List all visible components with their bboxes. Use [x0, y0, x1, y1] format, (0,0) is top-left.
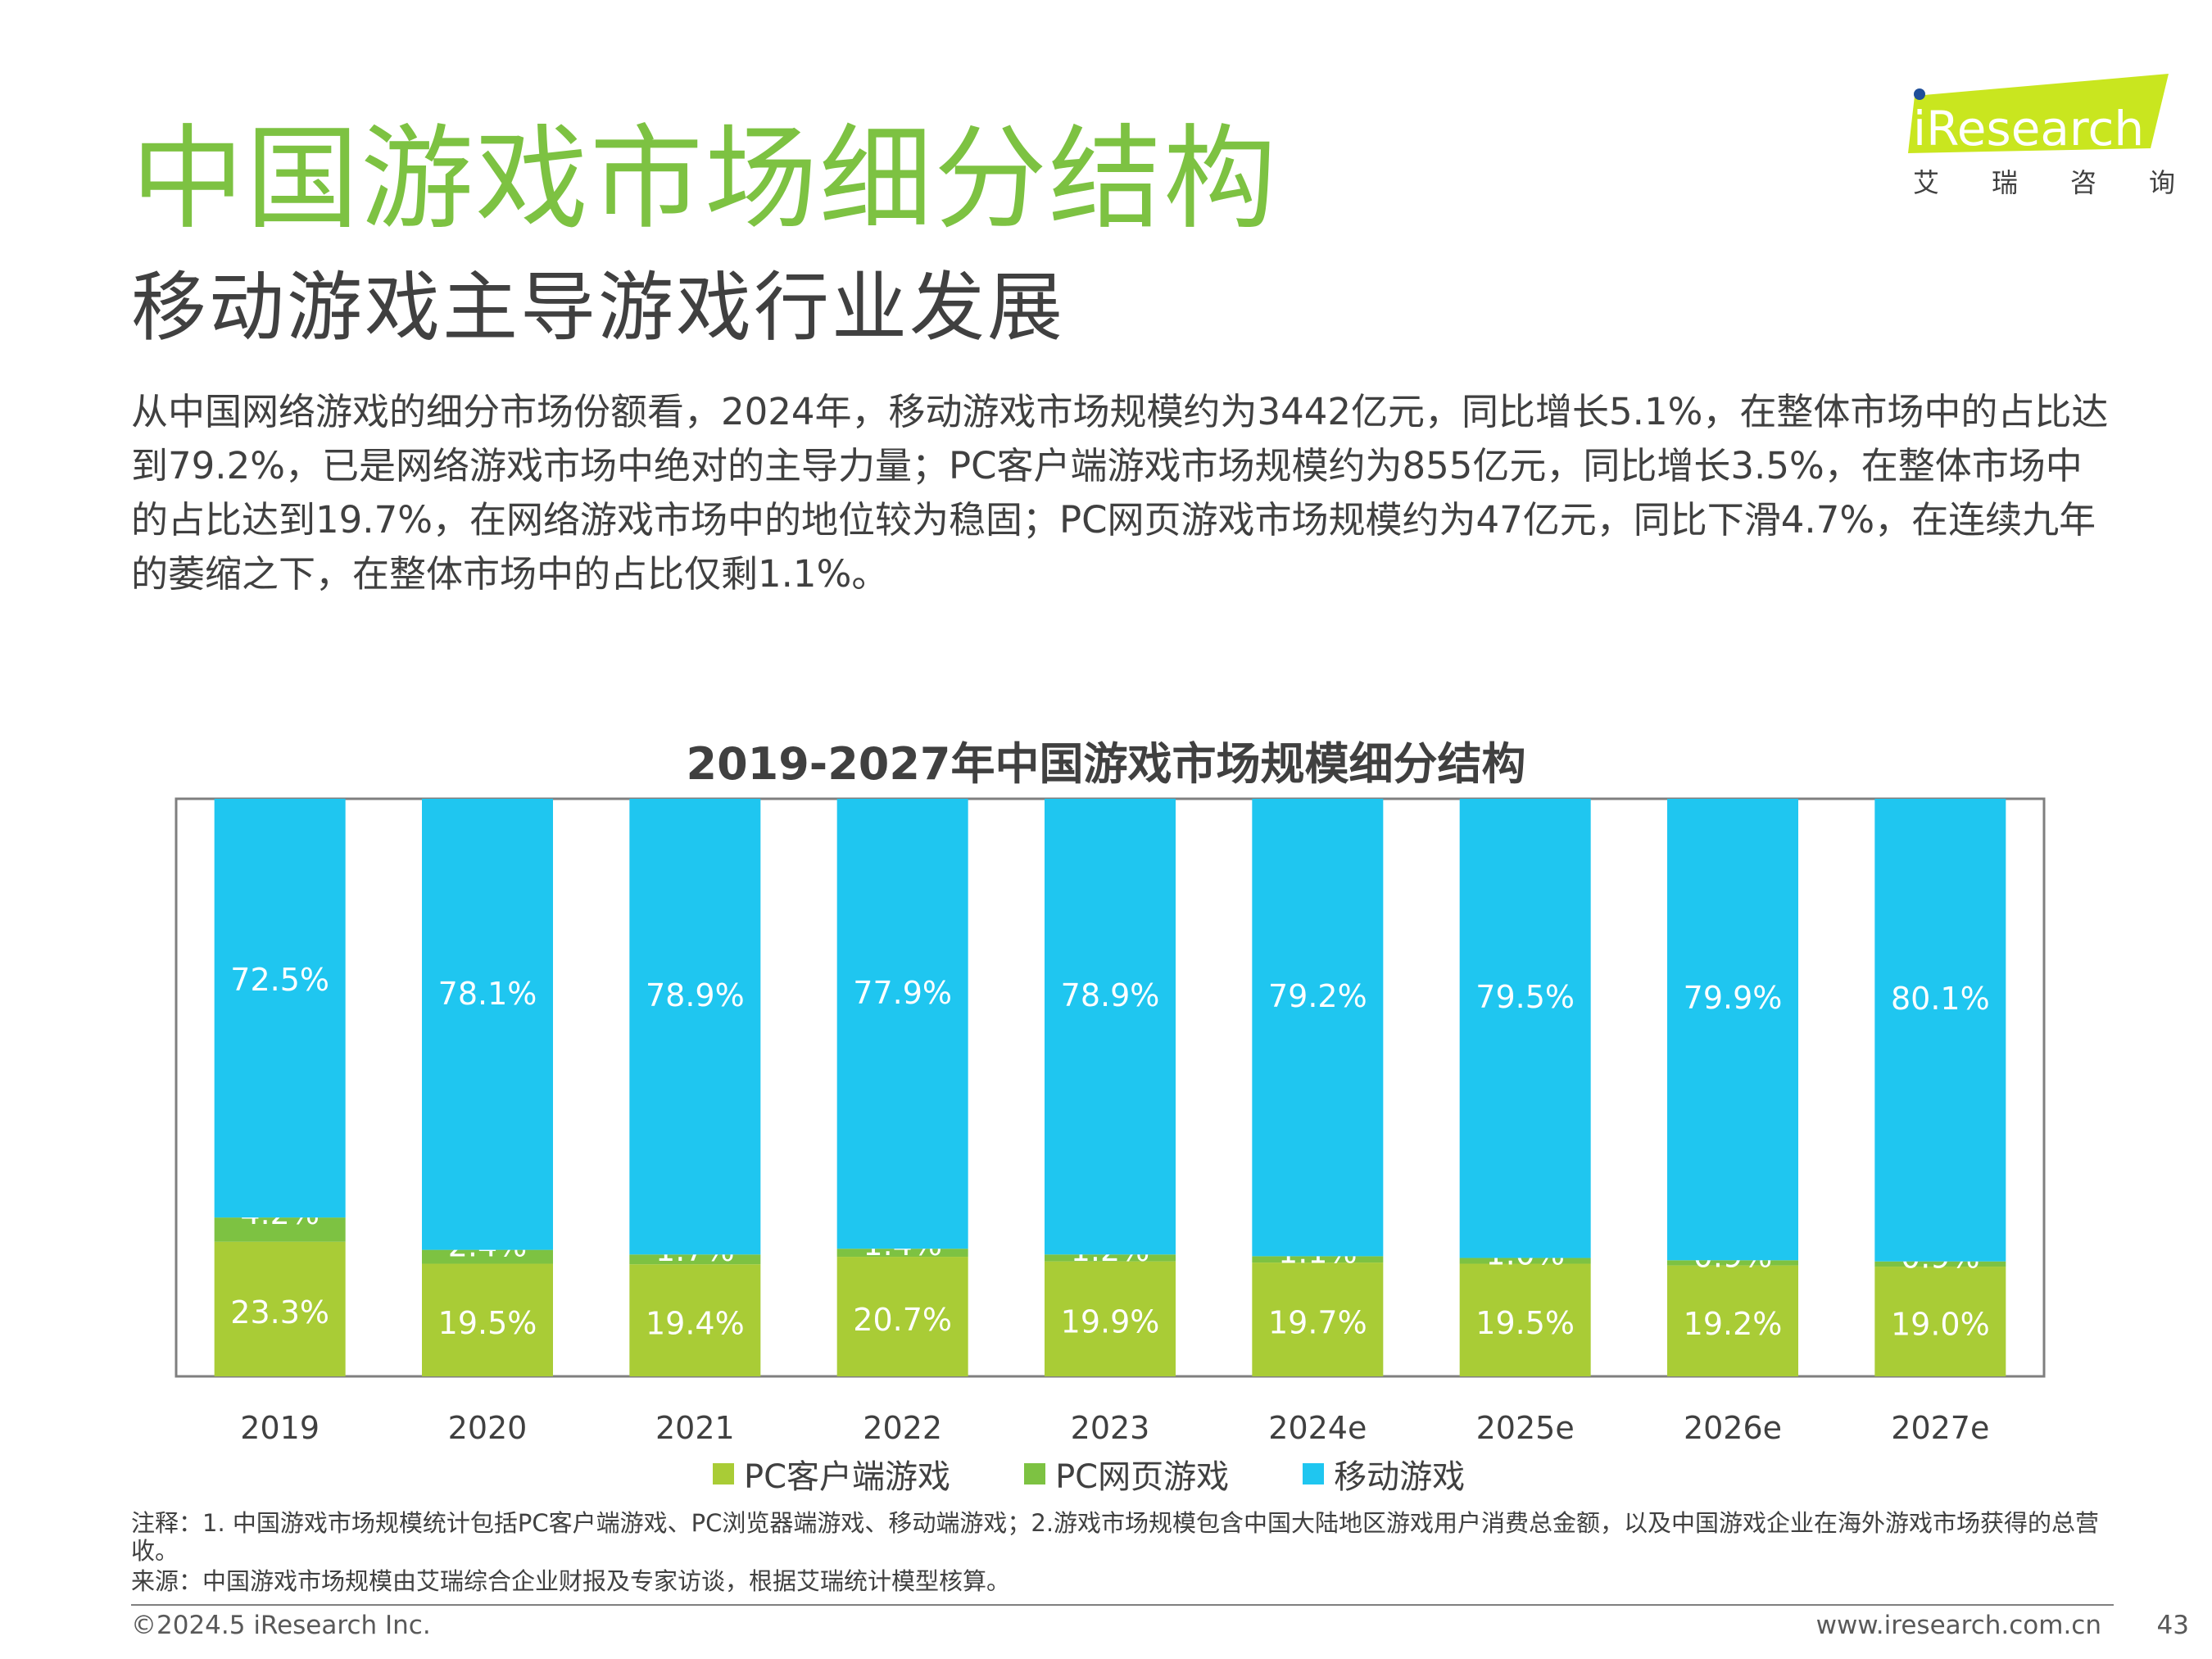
data-label: 23.3%	[230, 1294, 329, 1330]
bar-segment	[422, 799, 553, 1250]
bar-segment	[1667, 799, 1798, 1261]
bar-segment	[1459, 1263, 1591, 1376]
bar-segment	[836, 1257, 968, 1376]
bar-segment	[214, 799, 346, 1218]
data-label: 19.2%	[1684, 1306, 1783, 1342]
summary-paragraph: 从中国网络游戏的细分市场份额看，2024年，移动游戏市场规模约为3442亿元，同…	[131, 390, 2109, 596]
logo-dot	[1914, 88, 1925, 100]
copyright: ©2024.5 iResearch Inc.	[131, 1611, 431, 1640]
bar-segment	[629, 1254, 761, 1265]
legend-label: PC客户端游戏	[744, 1458, 951, 1496]
data-label: 79.9%	[1684, 980, 1783, 1016]
bar-segment	[629, 1264, 761, 1376]
data-label: 19.4%	[646, 1305, 745, 1341]
bar-segment	[1667, 1260, 1798, 1266]
legend-swatch	[713, 1463, 734, 1484]
logo-chinese: 艾 瑞 咨 询	[1913, 162, 2175, 200]
data-label: 78.9%	[646, 977, 745, 1013]
x-tick-label: 2019	[240, 1410, 320, 1446]
data-label: 19.7%	[1268, 1304, 1367, 1340]
x-tick-label: 2020	[448, 1410, 528, 1446]
chart-legend: PC客户端游戏 PC网页游戏 移动游戏	[713, 1450, 1465, 1498]
data-label: 19.5%	[438, 1305, 537, 1341]
bar-segment	[1045, 1254, 1176, 1262]
bar-segment	[1045, 799, 1176, 1255]
x-tick-label: 2023	[1071, 1410, 1150, 1446]
bar-segment	[214, 1241, 346, 1376]
data-label: 19.5%	[1475, 1305, 1575, 1341]
bar-segment	[1252, 1262, 1384, 1376]
data-label: 19.9%	[1061, 1304, 1160, 1340]
page-subtitle: 移动游戏主导游戏行业发展	[131, 264, 1066, 351]
data-label: 79.2%	[1268, 978, 1367, 1014]
legend-item-pc-client: PC客户端游戏	[713, 1450, 950, 1498]
x-tick-label: 2025e	[1476, 1410, 1575, 1446]
logo-char: 询	[2148, 167, 2175, 198]
legend-item-mobile: 移动游戏	[1303, 1450, 1465, 1498]
bar-segment	[1252, 799, 1384, 1257]
legend-label: PC网页游戏	[1055, 1458, 1230, 1496]
logo-char: 咨	[2069, 167, 2096, 198]
bar-segment	[422, 1249, 553, 1264]
data-label: 80.1%	[1891, 981, 1990, 1017]
logo-brand-text: iResearch	[1913, 101, 2144, 156]
x-tick-label: 2021	[655, 1410, 735, 1446]
footer-divider	[131, 1604, 2114, 1606]
chart-title: 2019-2027年中国游戏市场规模细分结构	[686, 738, 1526, 790]
bar-segment	[1459, 1258, 1591, 1264]
bar-segment	[1874, 1267, 2006, 1376]
page-number: 43	[2156, 1611, 2189, 1640]
legend-swatch	[1303, 1463, 1325, 1484]
data-label: 20.7%	[853, 1302, 952, 1338]
legend-item-pc-web: PC网页游戏	[1024, 1450, 1229, 1498]
x-tick-label: 2022	[863, 1410, 942, 1446]
bar-segment	[1874, 1261, 2006, 1267]
source-note: 来源：中国游戏市场规模由艾瑞综合企业财报及专家访谈，根据艾瑞统计模型核算。	[131, 1567, 1011, 1595]
page-title: 中国游戏市场细分结构	[131, 113, 1279, 245]
data-label: 77.9%	[853, 975, 952, 1011]
logo-char: 艾	[1913, 167, 1940, 198]
bar-segment	[214, 1217, 346, 1242]
bar-segment	[1252, 1256, 1384, 1263]
bar-segment	[1045, 1261, 1176, 1376]
logo-char: 瑞	[1991, 167, 2018, 198]
data-label: 78.9%	[1061, 977, 1160, 1013]
iresearch-logo: iResearch	[1908, 74, 2169, 156]
x-tick-label: 2024e	[1268, 1410, 1367, 1446]
website-url: www.iresearch.com.cn	[1815, 1611, 2101, 1640]
data-label: 19.0%	[1891, 1307, 1990, 1343]
logo-accent-shape	[1908, 74, 2169, 153]
bar-segment	[422, 1263, 553, 1376]
footnote: 注释：1. 中国游戏市场规模统计包括PC客户端游戏、PC浏览器端游戏、移动端游戏…	[131, 1509, 2100, 1565]
bar-segment	[836, 799, 968, 1249]
data-label: 78.1%	[438, 976, 537, 1012]
bar-segment	[1874, 799, 2006, 1262]
bar-segment	[1667, 1265, 1798, 1376]
bar-segment	[836, 1249, 968, 1258]
legend-label: 移动游戏	[1334, 1458, 1466, 1496]
legend-swatch	[1024, 1463, 1046, 1484]
bar-segment	[1459, 799, 1591, 1258]
data-label: 72.5%	[230, 962, 329, 998]
data-label: 79.5%	[1475, 979, 1575, 1015]
x-tick-label: 2027e	[1891, 1410, 1989, 1446]
bar-segment	[629, 799, 761, 1255]
x-tick-label: 2026e	[1684, 1410, 1782, 1446]
